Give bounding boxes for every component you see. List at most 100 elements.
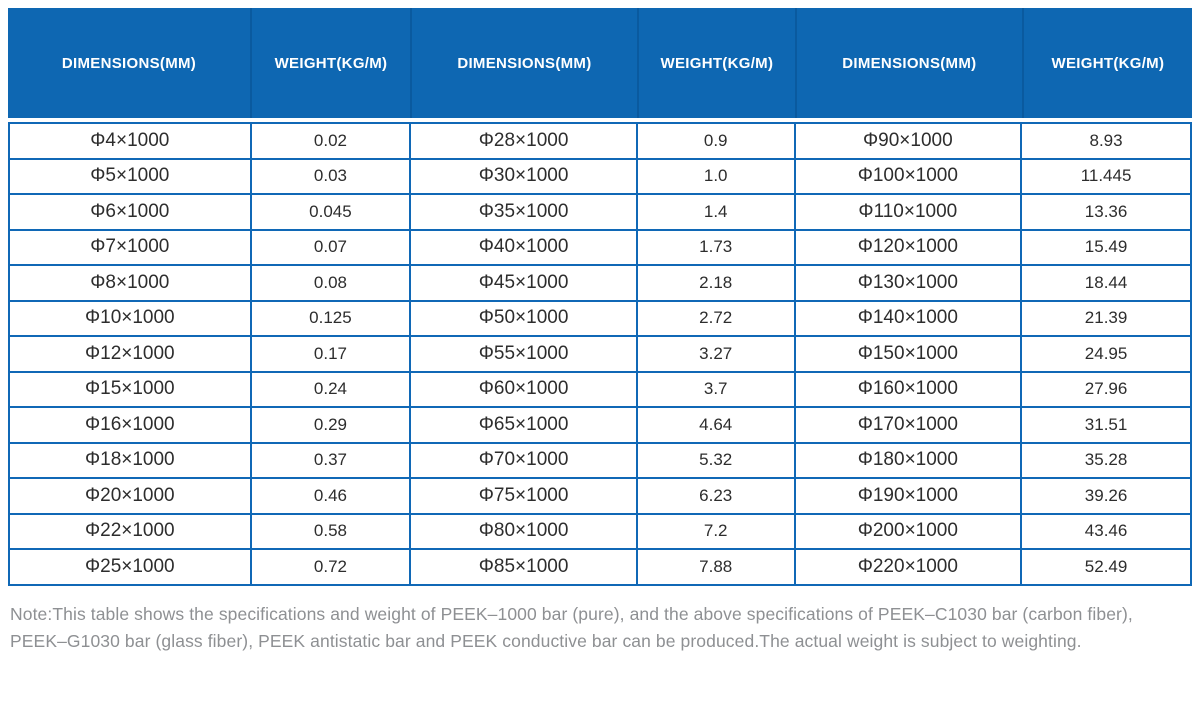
- dimension-cell: Φ15×1000: [8, 370, 252, 408]
- weight-cell: 0.46: [249, 477, 412, 515]
- header-row: DIMENSIONS(MM) WEIGHT(KG/M) DIMENSIONS(M…: [8, 8, 1192, 118]
- column-header-weight-2: WEIGHT(KG/M): [636, 8, 795, 118]
- weight-cell: 4.64: [635, 406, 796, 444]
- dimension-cell: Φ100×1000: [793, 157, 1023, 195]
- spec-table-header: DIMENSIONS(MM) WEIGHT(KG/M) DIMENSIONS(M…: [8, 8, 1192, 118]
- weight-cell: 13.36: [1020, 193, 1192, 231]
- weight-cell: 39.26: [1020, 477, 1192, 515]
- dimension-cell: Φ5×1000: [8, 157, 252, 195]
- column-header-weight-1: WEIGHT(KG/M): [250, 8, 410, 118]
- weight-cell: 2.18: [635, 264, 796, 302]
- weight-cell: 0.045: [249, 193, 412, 231]
- table-row: Φ16×1000 0.29 Φ65×1000 4.64 Φ170×1000 31.51: [8, 406, 1192, 444]
- dimension-cell: Φ28×1000: [409, 122, 638, 160]
- weight-cell: 7.88: [635, 548, 796, 586]
- weight-cell: 18.44: [1020, 264, 1192, 302]
- column-header-weight-3: WEIGHT(KG/M): [1021, 8, 1192, 118]
- weight-cell: 0.03: [249, 157, 412, 195]
- dimension-cell: Φ55×1000: [409, 335, 638, 373]
- weight-cell: 27.96: [1020, 370, 1192, 408]
- dimension-cell: Φ65×1000: [409, 406, 638, 444]
- dimension-cell: Φ70×1000: [409, 441, 638, 479]
- weight-cell: 3.7: [635, 370, 796, 408]
- dimension-cell: Φ130×1000: [793, 264, 1023, 302]
- dimension-cell: Φ40×1000: [409, 228, 638, 266]
- weight-cell: 43.46: [1020, 512, 1192, 550]
- table-row: Φ15×1000 0.24 Φ60×1000 3.7 Φ160×1000 27.96: [8, 370, 1192, 408]
- dimension-cell: Φ160×1000: [793, 370, 1023, 408]
- table-row: Φ25×1000 0.72 Φ85×1000 7.88 Φ220×1000 52.49: [8, 548, 1192, 586]
- note-text: Note:This table shows the specifications…: [8, 601, 1192, 655]
- dimension-cell: Φ7×1000: [8, 228, 252, 266]
- weight-cell: 6.23: [635, 477, 796, 515]
- weight-cell: 24.95: [1020, 335, 1192, 373]
- dimension-cell: Φ35×1000: [409, 193, 638, 231]
- table-row: Φ5×1000 0.03 Φ30×1000 1.0 Φ100×1000 11.445: [8, 157, 1192, 195]
- weight-cell: 1.0: [635, 157, 796, 195]
- dimension-cell: Φ12×1000: [8, 335, 252, 373]
- dimension-cell: Φ110×1000: [793, 193, 1023, 231]
- dimension-cell: Φ80×1000: [409, 512, 638, 550]
- weight-cell: 7.2: [635, 512, 796, 550]
- table-row: Φ6×1000 0.045 Φ35×1000 1.4 Φ110×1000 13.36: [8, 193, 1192, 231]
- spec-table: Φ4×1000 0.02 Φ28×1000 0.9 Φ90×1000 8.93 Φ5×100…: [8, 122, 1192, 586]
- weight-cell: 0.125: [249, 299, 412, 337]
- weight-cell: 8.93: [1020, 122, 1192, 160]
- note-line-2: PEEK–G1030 bar (glass fiber), PEEK antis…: [10, 630, 1082, 651]
- dimension-cell: Φ180×1000: [793, 441, 1023, 479]
- dimension-cell: Φ30×1000: [409, 157, 638, 195]
- weight-cell: 2.72: [635, 299, 796, 337]
- weight-cell: 0.24: [249, 370, 412, 408]
- column-header-dimensions-1: DIMENSIONS(MM): [8, 8, 250, 118]
- weight-cell: 5.32: [635, 441, 796, 479]
- dimension-cell: Φ18×1000: [8, 441, 252, 479]
- weight-cell: 11.445: [1020, 157, 1192, 195]
- dimension-cell: Φ22×1000: [8, 512, 252, 550]
- weight-cell: 0.08: [249, 264, 412, 302]
- dimension-cell: Φ10×1000: [8, 299, 252, 337]
- weight-cell: 35.28: [1020, 441, 1192, 479]
- dimension-cell: Φ190×1000: [793, 477, 1023, 515]
- dimension-cell: Φ170×1000: [793, 406, 1023, 444]
- weight-cell: 1.4: [635, 193, 796, 231]
- weight-cell: 0.07: [249, 228, 412, 266]
- dimension-cell: Φ60×1000: [409, 370, 638, 408]
- weight-cell: 0.17: [249, 335, 412, 373]
- weight-cell: 3.27: [635, 335, 796, 373]
- table-row: Φ18×1000 0.37 Φ70×1000 5.32 Φ180×1000 35.28: [8, 441, 1192, 479]
- dimension-cell: Φ220×1000: [793, 548, 1023, 586]
- weight-cell: 1.73: [635, 228, 796, 266]
- table-row: Φ20×1000 0.46 Φ75×1000 6.23 Φ190×1000 39.26: [8, 477, 1192, 515]
- weight-cell: 0.58: [249, 512, 412, 550]
- weight-cell: 0.9: [635, 122, 796, 160]
- dimension-cell: Φ6×1000: [8, 193, 252, 231]
- table-row: Φ7×1000 0.07 Φ40×1000 1.73 Φ120×1000 15.49: [8, 228, 1192, 266]
- dimension-cell: Φ16×1000: [8, 406, 252, 444]
- dimension-cell: Φ140×1000: [793, 299, 1023, 337]
- dimension-cell: Φ45×1000: [409, 264, 638, 302]
- dimension-cell: Φ150×1000: [793, 335, 1023, 373]
- weight-cell: 15.49: [1020, 228, 1192, 266]
- weight-cell: 0.37: [249, 441, 412, 479]
- dimension-cell: Φ50×1000: [409, 299, 638, 337]
- weight-cell: 52.49: [1020, 548, 1192, 586]
- dimension-cell: Φ25×1000: [8, 548, 252, 586]
- dimension-cell: Φ8×1000: [8, 264, 252, 302]
- weight-cell: 21.39: [1020, 299, 1192, 337]
- dimension-cell: Φ85×1000: [409, 548, 638, 586]
- column-header-dimensions-3: DIMENSIONS(MM): [794, 8, 1022, 118]
- table-row: Φ10×1000 0.125 Φ50×1000 2.72 Φ140×1000 21.39: [8, 299, 1192, 337]
- weight-cell: 0.29: [249, 406, 412, 444]
- table-row: Φ8×1000 0.08 Φ45×1000 2.18 Φ130×1000 18.44: [8, 264, 1192, 302]
- table-row: Φ4×1000 0.02 Φ28×1000 0.9 Φ90×1000 8.93: [8, 122, 1192, 160]
- weight-cell: 0.02: [249, 122, 412, 160]
- dimension-cell: Φ20×1000: [8, 477, 252, 515]
- dimension-cell: Φ200×1000: [793, 512, 1023, 550]
- note-line-1: Note:This table shows the specifications…: [10, 603, 1133, 624]
- table-row: Φ22×1000 0.58 Φ80×1000 7.2 Φ200×1000 43.46: [8, 512, 1192, 550]
- dimension-cell: Φ120×1000: [793, 228, 1023, 266]
- table-row: Φ12×1000 0.17 Φ55×1000 3.27 Φ150×1000 24.95: [8, 335, 1192, 373]
- weight-cell: 0.72: [249, 548, 412, 586]
- dimension-cell: Φ90×1000: [793, 122, 1023, 160]
